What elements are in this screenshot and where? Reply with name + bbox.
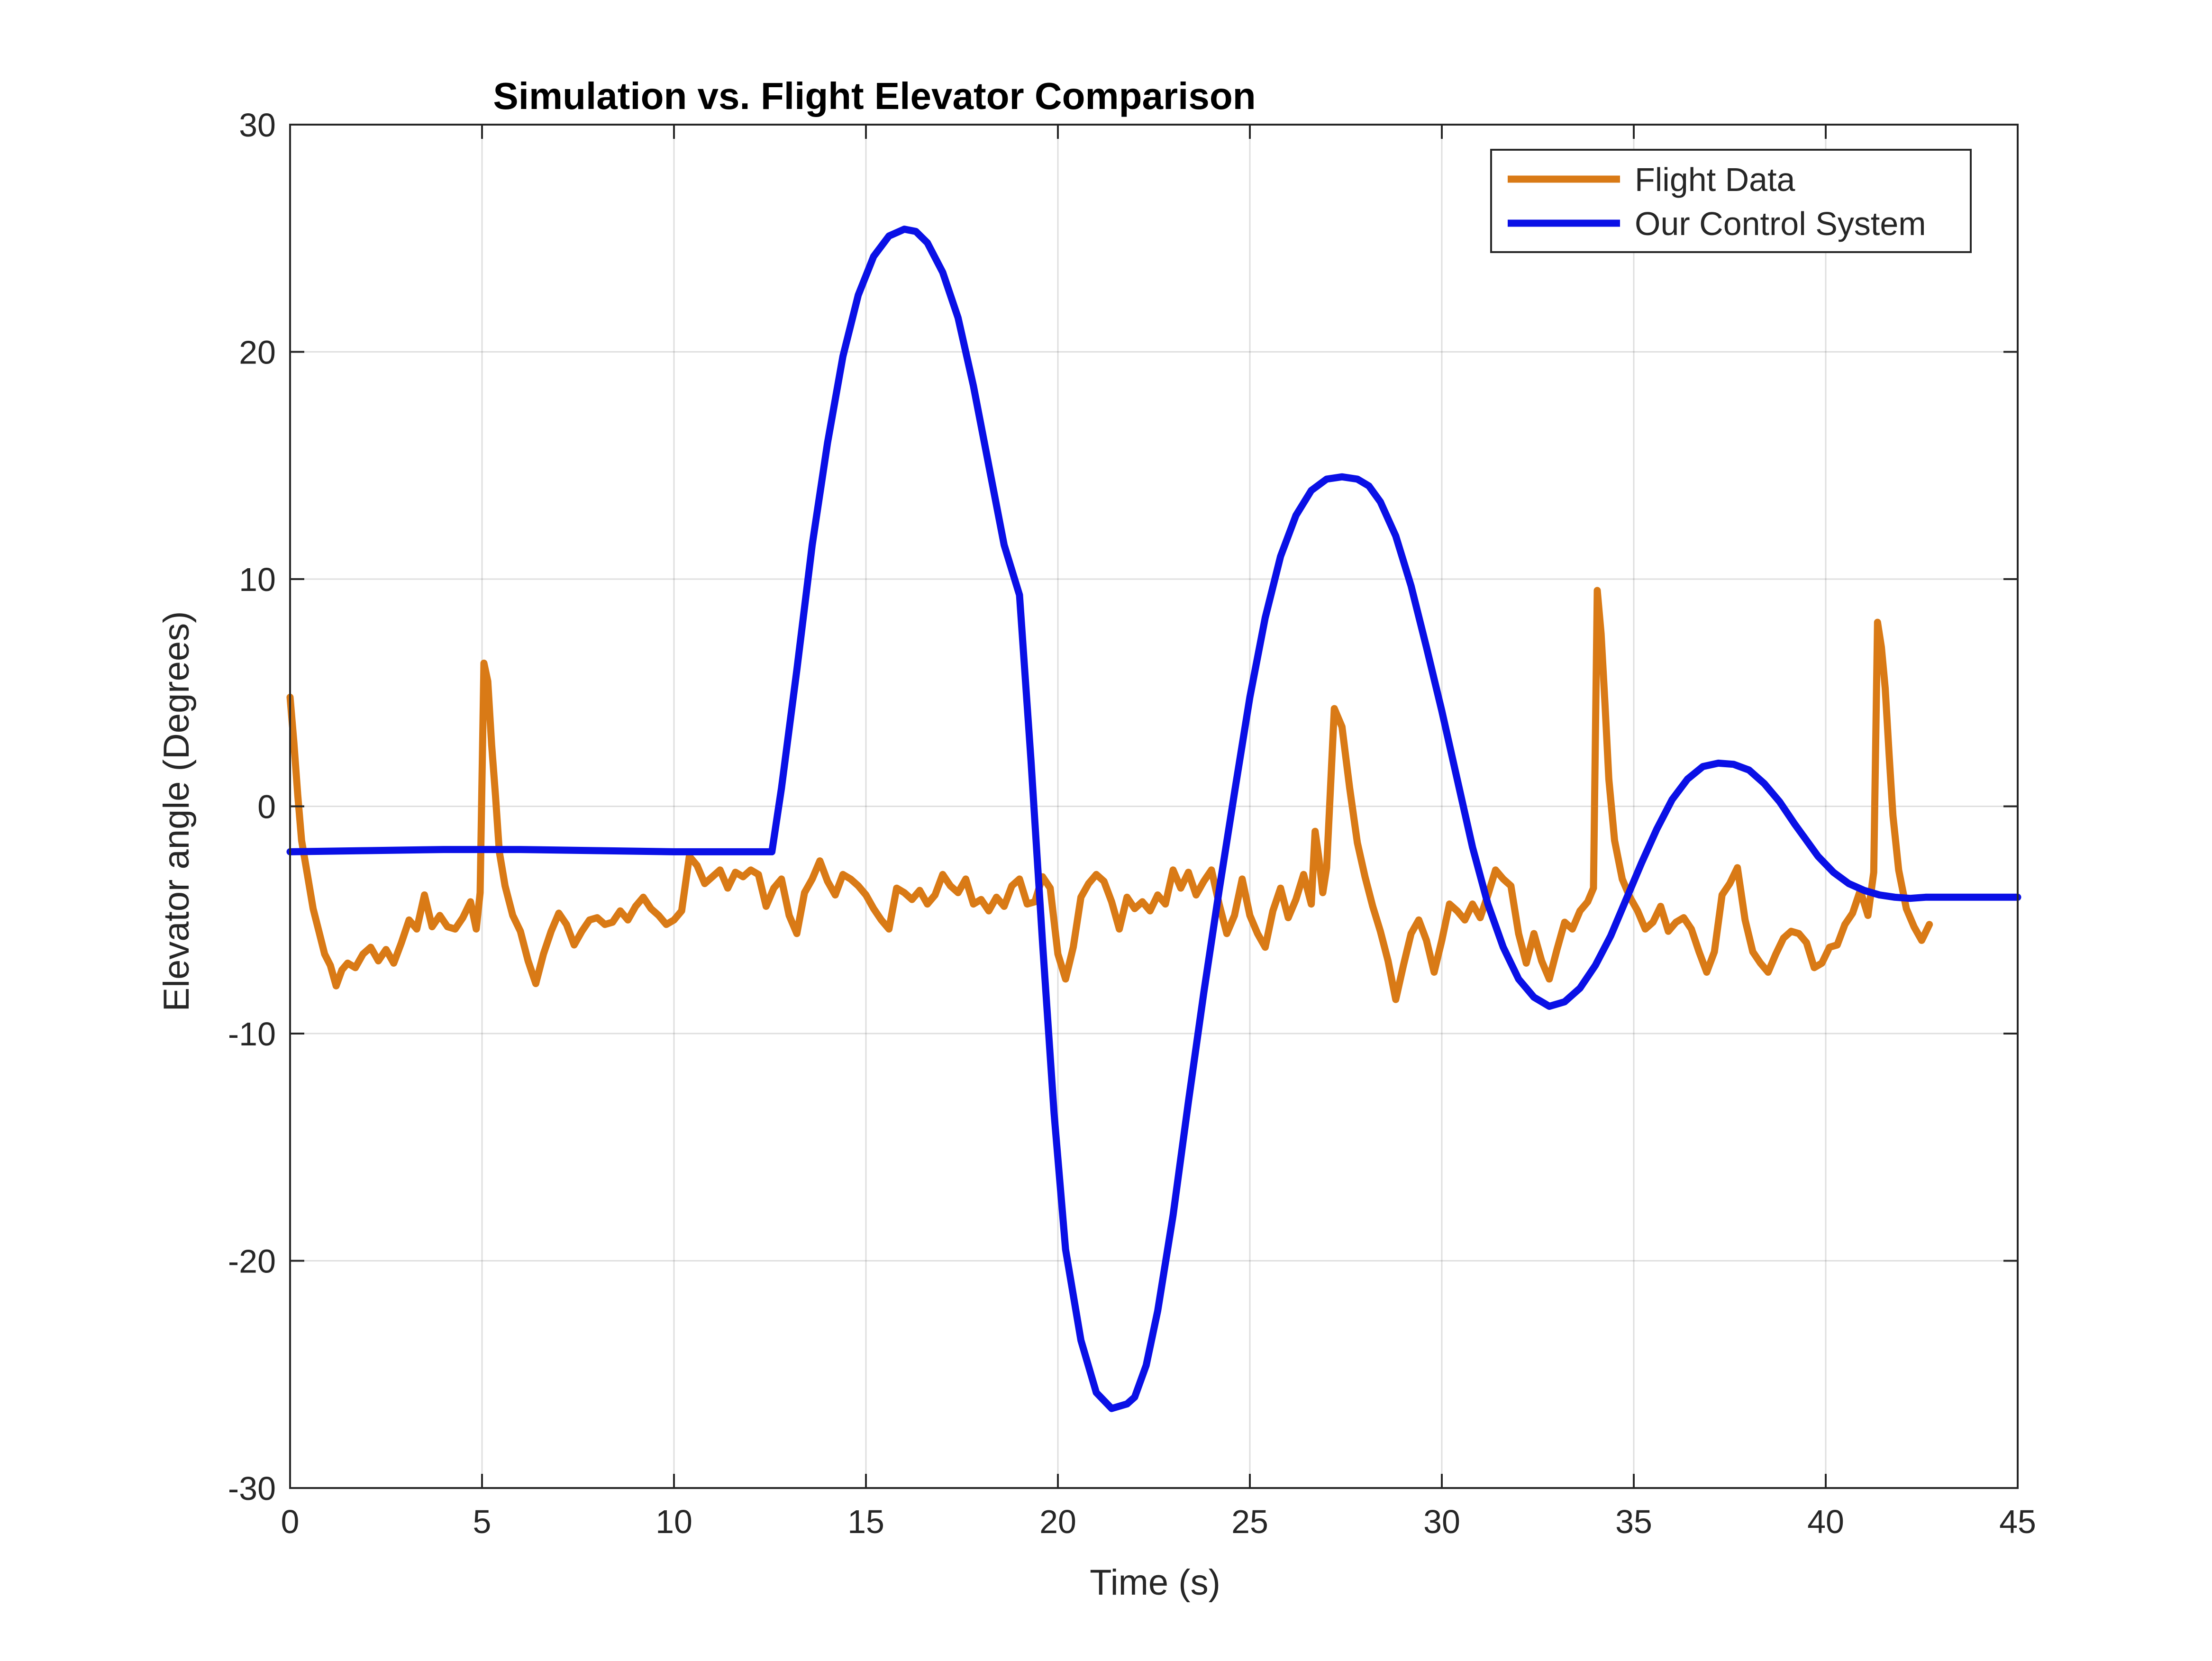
y-axis-label: Elevator angle (Degrees) bbox=[156, 611, 197, 1012]
flight-data-line bbox=[286, 587, 1933, 1003]
our-control-system-line bbox=[286, 226, 2021, 1412]
legend: Flight Data Our Control System bbox=[1490, 149, 1972, 253]
x-tick-label: 45 bbox=[1999, 1503, 2036, 1540]
legend-label-our-control-system: Our Control System bbox=[1635, 205, 1926, 242]
y-tick-label: 30 bbox=[239, 107, 276, 144]
tick-layer: 0 5 10 15 20 25 30 35 40 45 -30 -20 -10 0 10 20 30 bbox=[228, 107, 2036, 1540]
legend-box bbox=[1490, 149, 1972, 253]
y-tick-label: 20 bbox=[239, 334, 276, 371]
y-tick-label: -20 bbox=[228, 1243, 276, 1280]
chart-title: Simulation vs. Flight Elevator Compariso… bbox=[493, 75, 1256, 117]
legend-label-flight-data: Flight Data bbox=[1635, 161, 1795, 198]
x-tick-label: 10 bbox=[655, 1503, 692, 1540]
series-layer bbox=[286, 226, 2021, 1412]
x-tick-label: 20 bbox=[1039, 1503, 1076, 1540]
x-tick-label: 40 bbox=[1807, 1503, 1844, 1540]
x-tick-label: 0 bbox=[281, 1503, 300, 1540]
y-tick-label: -30 bbox=[228, 1470, 276, 1507]
x-tick-label: 25 bbox=[1231, 1503, 1268, 1540]
x-tick-label: 5 bbox=[473, 1503, 492, 1540]
x-axis-label: Time (s) bbox=[1090, 1562, 1220, 1603]
y-tick-label: 0 bbox=[257, 789, 276, 826]
y-tick-label: 10 bbox=[239, 561, 276, 598]
x-tick-label: 15 bbox=[847, 1503, 884, 1540]
x-tick-label: 30 bbox=[1423, 1503, 1460, 1540]
x-tick-label: 35 bbox=[1615, 1503, 1652, 1540]
y-tick-label: -10 bbox=[228, 1016, 276, 1053]
